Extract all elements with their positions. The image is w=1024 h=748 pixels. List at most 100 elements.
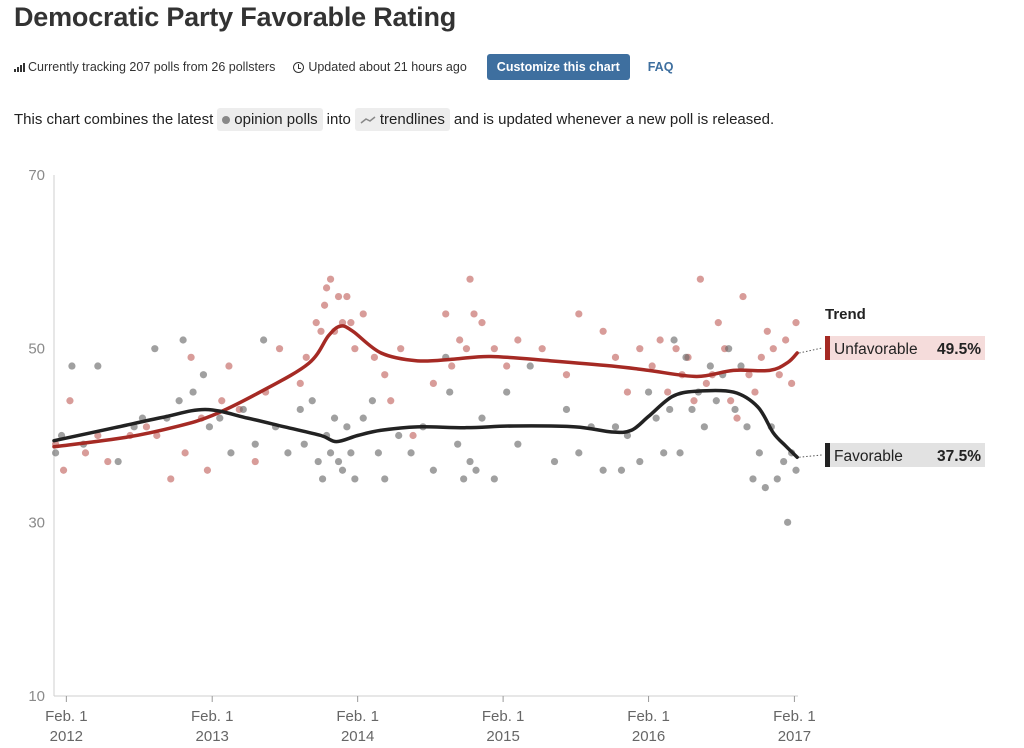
favorable-poll-point[interactable] <box>189 388 197 396</box>
favorable-poll-point[interactable] <box>743 423 751 431</box>
favorable-poll-point[interactable] <box>205 423 214 431</box>
favorable-poll-point[interactable] <box>300 440 308 448</box>
unfavorable-poll-point[interactable] <box>167 475 175 483</box>
favorable-poll-point[interactable] <box>706 362 714 370</box>
favorable-poll-point[interactable] <box>318 475 327 483</box>
faq-link[interactable]: FAQ <box>647 60 674 74</box>
favorable-poll-point[interactable] <box>550 457 559 466</box>
favorable-poll-point[interactable] <box>94 362 102 370</box>
favorable-poll-point[interactable] <box>454 440 462 448</box>
unfavorable-poll-point[interactable] <box>326 275 335 283</box>
favorable-poll-point[interactable] <box>514 440 522 448</box>
favorable-poll-point[interactable] <box>737 362 745 370</box>
unfavorable-poll-point[interactable] <box>153 431 161 440</box>
unfavorable-poll-point[interactable] <box>490 345 498 353</box>
favorable-poll-point[interactable] <box>260 336 268 344</box>
favorable-poll-point[interactable] <box>773 475 781 483</box>
unfavorable-poll-point[interactable] <box>181 449 189 457</box>
favorable-poll-point[interactable] <box>617 466 626 474</box>
opinion-polls-chip[interactable]: opinion polls <box>217 108 323 131</box>
favorable-poll-point[interactable] <box>343 423 351 431</box>
unfavorable-poll-point[interactable] <box>429 379 437 387</box>
unfavorable-poll-point[interactable] <box>470 310 478 318</box>
unfavorable-poll-point[interactable] <box>351 345 359 353</box>
favorable-poll-point[interactable] <box>503 388 511 396</box>
unfavorable-poll-point[interactable] <box>225 362 233 370</box>
unfavorable-poll-point[interactable] <box>782 336 790 344</box>
unfavorable-poll-point[interactable] <box>696 275 704 283</box>
favorable-poll-point[interactable] <box>575 449 583 457</box>
unfavorable-poll-point[interactable] <box>317 327 325 335</box>
unfavorable-poll-point[interactable] <box>575 310 583 318</box>
favorable-poll-point[interactable] <box>351 475 359 483</box>
trendlines-chip[interactable]: trendlines <box>354 108 450 131</box>
unfavorable-poll-point[interactable] <box>775 371 783 379</box>
unfavorable-poll-point[interactable] <box>562 371 571 379</box>
favorable-poll-point[interactable] <box>114 457 122 466</box>
favorable-poll-point[interactable] <box>239 405 247 414</box>
favorable-poll-point[interactable] <box>688 405 696 414</box>
favorable-poll-point[interactable] <box>199 371 208 379</box>
favorable-poll-point[interactable] <box>761 484 769 492</box>
favorable-poll-point[interactable] <box>284 449 292 457</box>
unfavorable-poll-point[interactable] <box>381 371 389 379</box>
unfavorable-poll-point[interactable] <box>478 319 486 327</box>
unfavorable-poll-point[interactable] <box>359 310 367 318</box>
unfavorable-poll-point[interactable] <box>514 336 522 344</box>
unfavorable-poll-point[interactable] <box>462 345 471 353</box>
favorable-poll-point[interactable] <box>334 457 343 466</box>
unfavorable-poll-point[interactable] <box>745 371 753 379</box>
favorable-poll-point[interactable] <box>682 353 690 361</box>
favorable-poll-point[interactable] <box>780 457 788 466</box>
favorable-poll-point[interactable] <box>326 449 335 457</box>
favorable-poll-point[interactable] <box>755 449 763 457</box>
unfavorable-poll-point[interactable] <box>334 292 343 301</box>
unfavorable-poll-point[interactable] <box>409 431 417 440</box>
unfavorable-poll-point[interactable] <box>218 397 226 405</box>
unfavorable-poll-point[interactable] <box>648 362 656 370</box>
favorable-poll-point[interactable] <box>478 414 486 422</box>
unfavorable-poll-point[interactable] <box>466 275 474 283</box>
unfavorable-poll-point[interactable] <box>733 414 741 422</box>
unfavorable-poll-point[interactable] <box>142 423 151 431</box>
favorable-poll-point[interactable] <box>666 405 674 414</box>
favorable-poll-point[interactable] <box>792 466 800 474</box>
unfavorable-poll-point[interactable] <box>302 353 310 361</box>
favorable-poll-point[interactable] <box>599 466 607 474</box>
favorable-poll-point[interactable] <box>359 414 367 422</box>
unfavorable-poll-point[interactable] <box>672 345 680 353</box>
favorable-poll-point[interactable] <box>676 449 684 457</box>
favorable-poll-point[interactable] <box>151 345 159 353</box>
favorable-poll-point[interactable] <box>308 397 316 405</box>
favorable-poll-point[interactable] <box>731 405 739 414</box>
favorable-poll-point[interactable] <box>330 414 339 422</box>
unfavorable-poll-point[interactable] <box>757 353 765 361</box>
unfavorable-poll-point[interactable] <box>788 379 796 387</box>
unfavorable-poll-point[interactable] <box>442 310 450 318</box>
favorable-poll-point[interactable] <box>472 466 480 474</box>
favorable-poll-point[interactable] <box>636 457 644 466</box>
unfavorable-poll-point[interactable] <box>203 466 212 474</box>
unfavorable-poll-point[interactable] <box>347 319 355 327</box>
unfavorable-poll-point[interactable] <box>623 388 632 396</box>
favorable-poll-point[interactable] <box>68 362 76 370</box>
unfavorable-poll-point[interactable] <box>187 353 195 361</box>
favorable-poll-point[interactable] <box>374 449 382 457</box>
favorable-poll-point[interactable] <box>51 449 60 457</box>
unfavorable-poll-point[interactable] <box>275 345 284 353</box>
customize-chart-button[interactable]: Customize this chart <box>486 54 630 80</box>
unfavorable-poll-point[interactable] <box>251 457 259 466</box>
unfavorable-poll-point[interactable] <box>763 327 771 335</box>
favorable-poll-point[interactable] <box>490 475 498 483</box>
favorable-poll-point[interactable] <box>175 397 183 405</box>
favorable-poll-point[interactable] <box>347 449 355 457</box>
unfavorable-poll-point[interactable] <box>769 345 777 353</box>
unfavorable-poll-point[interactable] <box>296 379 304 387</box>
favorable-poll-point[interactable] <box>179 336 187 344</box>
favorable-poll-point[interactable] <box>660 449 668 457</box>
favorable-poll-point[interactable] <box>652 414 660 422</box>
unfavorable-poll-point[interactable] <box>702 379 710 387</box>
unfavorable-poll-point[interactable] <box>538 345 546 353</box>
unfavorable-poll-point[interactable] <box>664 388 672 396</box>
